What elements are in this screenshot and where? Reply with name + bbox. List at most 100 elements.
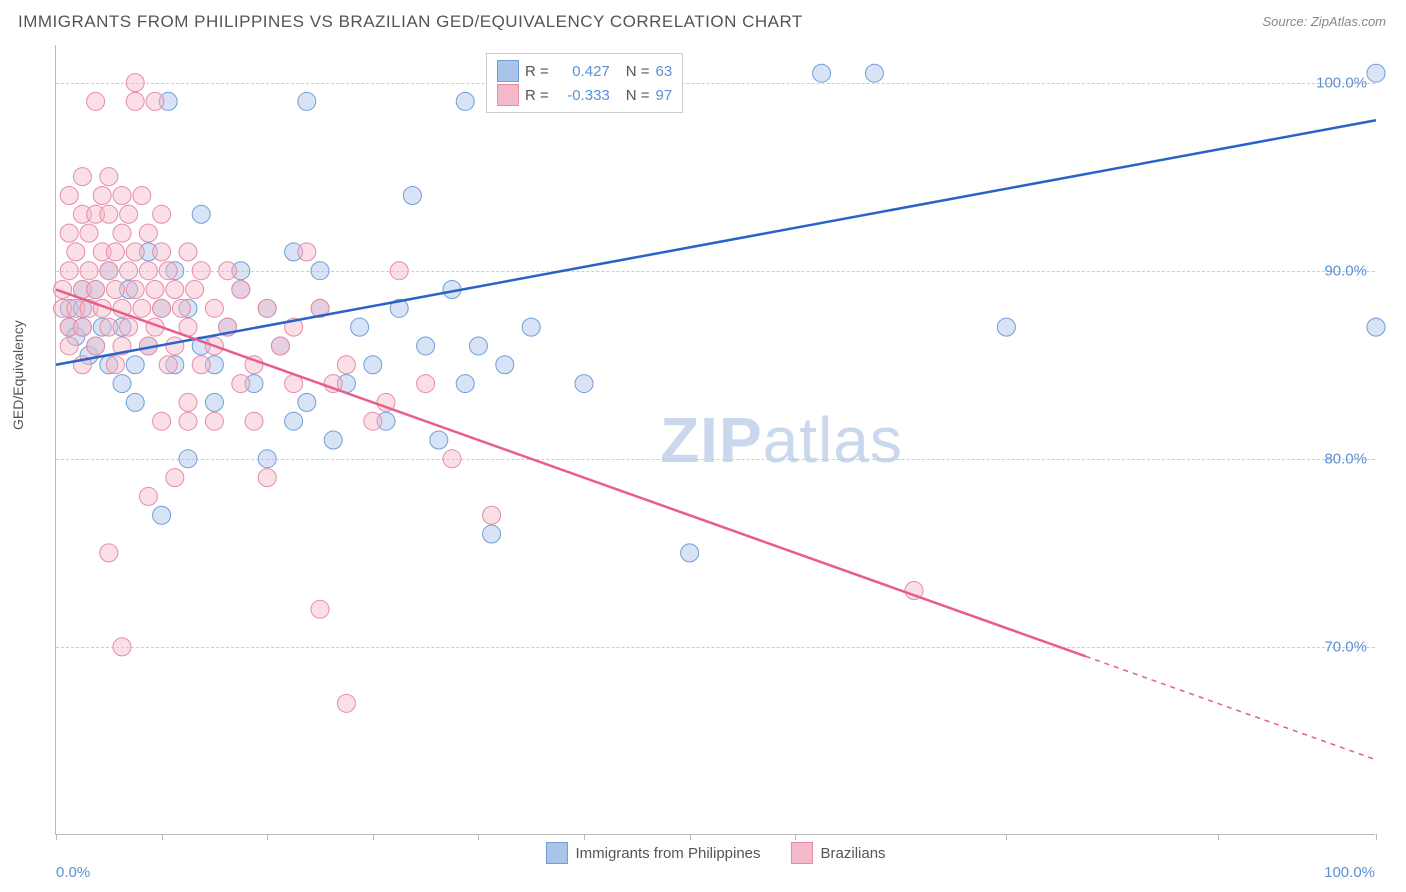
data-point — [232, 281, 250, 299]
data-point — [100, 544, 118, 562]
data-point — [496, 356, 514, 374]
data-point — [1367, 64, 1385, 82]
data-point — [172, 299, 190, 317]
regression-line — [56, 290, 1086, 657]
data-point — [192, 356, 210, 374]
data-point — [417, 375, 435, 393]
data-point — [153, 299, 171, 317]
chart-svg — [56, 45, 1375, 834]
data-point — [179, 412, 197, 430]
x-tick-max: 100.0% — [1324, 864, 1375, 881]
swatch-philippines — [497, 60, 519, 82]
x-tick-mark — [1376, 834, 1377, 840]
data-point — [153, 205, 171, 223]
data-point — [205, 412, 223, 430]
source-label: Source: ZipAtlas.com — [1262, 14, 1386, 29]
data-point — [245, 412, 263, 430]
data-point — [100, 168, 118, 186]
data-point — [153, 506, 171, 524]
y-axis-label: GED/Equivalency — [10, 320, 26, 430]
data-point — [159, 262, 177, 280]
data-point — [166, 337, 184, 355]
data-point — [146, 92, 164, 110]
x-tick-mark — [690, 834, 691, 840]
data-point — [522, 318, 540, 336]
data-point — [364, 356, 382, 374]
data-point — [126, 243, 144, 261]
data-point — [1367, 318, 1385, 336]
data-point — [139, 262, 157, 280]
data-point — [153, 412, 171, 430]
data-point — [133, 299, 151, 317]
data-point — [87, 337, 105, 355]
data-point — [186, 281, 204, 299]
data-point — [93, 186, 111, 204]
x-tick-min: 0.0% — [56, 864, 90, 881]
regression-line-extrapolated — [1086, 656, 1376, 759]
data-point — [60, 262, 78, 280]
data-point — [126, 281, 144, 299]
data-point — [73, 318, 91, 336]
data-point — [311, 600, 329, 618]
data-point — [258, 469, 276, 487]
data-point — [126, 393, 144, 411]
data-point — [258, 299, 276, 317]
data-point — [298, 393, 316, 411]
data-point — [456, 92, 474, 110]
data-point — [166, 281, 184, 299]
data-point — [179, 450, 197, 468]
data-point — [139, 487, 157, 505]
data-point — [120, 205, 138, 223]
x-tick-mark — [795, 834, 796, 840]
data-point — [166, 469, 184, 487]
data-point — [575, 375, 593, 393]
data-point — [483, 525, 501, 543]
swatch-brazilians-icon — [791, 842, 813, 864]
data-point — [271, 337, 289, 355]
data-point — [179, 243, 197, 261]
data-point — [100, 262, 118, 280]
data-point — [153, 243, 171, 261]
data-point — [337, 694, 355, 712]
data-point — [219, 262, 237, 280]
data-point — [100, 205, 118, 223]
data-point — [126, 92, 144, 110]
data-point — [337, 356, 355, 374]
data-point — [179, 393, 197, 411]
data-point — [205, 299, 223, 317]
data-point — [80, 262, 98, 280]
data-point — [324, 431, 342, 449]
x-tick-mark — [478, 834, 479, 840]
plot-area: ZIPatlas 70.0%80.0%90.0%100.0% R = 0.427… — [55, 45, 1375, 835]
x-tick-mark — [267, 834, 268, 840]
x-tick-mark — [1218, 834, 1219, 840]
legend-correlation: R = 0.427 N = 63 R = -0.333 N = 97 — [486, 53, 683, 113]
data-point — [106, 356, 124, 374]
x-tick-mark — [162, 834, 163, 840]
data-point — [997, 318, 1015, 336]
data-point — [113, 186, 131, 204]
data-point — [483, 506, 501, 524]
data-point — [192, 205, 210, 223]
data-point — [403, 186, 421, 204]
data-point — [285, 412, 303, 430]
chart-title: IMMIGRANTS FROM PHILIPPINES VS BRAZILIAN… — [18, 12, 803, 32]
x-tick-mark — [1006, 834, 1007, 840]
x-tick-mark — [373, 834, 374, 840]
data-point — [258, 450, 276, 468]
data-point — [113, 638, 131, 656]
legend-row-philippines: R = 0.427 N = 63 — [497, 60, 672, 82]
data-point — [60, 337, 78, 355]
data-point — [443, 450, 461, 468]
data-point — [67, 243, 85, 261]
legend-row-brazilians: R = -0.333 N = 97 — [497, 84, 672, 106]
data-point — [232, 375, 250, 393]
x-tick-mark — [56, 834, 57, 840]
data-point — [205, 393, 223, 411]
regression-line — [56, 120, 1376, 365]
data-point — [456, 375, 474, 393]
data-point — [60, 186, 78, 204]
data-point — [298, 243, 316, 261]
data-point — [351, 318, 369, 336]
data-point — [192, 262, 210, 280]
